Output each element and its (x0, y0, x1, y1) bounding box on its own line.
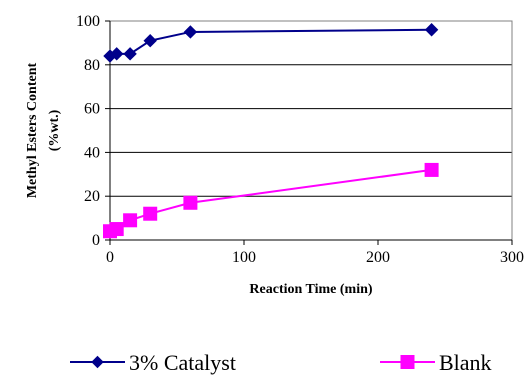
legend-marker (91, 355, 104, 369)
legend-marker (400, 355, 415, 369)
y-tick-label: 0 (92, 232, 100, 249)
legend-item: Blank (380, 350, 492, 375)
data-point (143, 206, 158, 221)
data-point (424, 162, 439, 177)
y-tick-label: 20 (84, 188, 100, 205)
x-tick-label: 100 (232, 249, 256, 266)
y-tick-label: 100 (76, 13, 100, 30)
plot-area (109, 20, 513, 241)
x-tick-label: 300 (500, 249, 524, 266)
y-tick-label: 80 (84, 57, 100, 74)
series-line (109, 28, 432, 57)
x-tick-label: 0 (106, 249, 114, 266)
data-point (183, 195, 198, 210)
y-tick-label: 40 (84, 144, 100, 161)
gridlines (110, 20, 512, 197)
legend-item: 3% Catalyst (70, 350, 236, 375)
x-axis-title: Reaction Time (min) (249, 282, 372, 297)
legend-label: 3% Catalyst (129, 350, 236, 375)
data-point (183, 25, 198, 39)
series-2 (103, 162, 439, 239)
data-point (123, 47, 137, 61)
x-tick-label: 200 (366, 249, 390, 266)
legend-label: Blank (439, 350, 492, 375)
series-1 (103, 23, 439, 63)
series-line (109, 168, 432, 233)
data-point (109, 222, 124, 237)
series-layer (103, 23, 439, 239)
data-point (424, 23, 439, 37)
axis-ticks: 0 20 40 60 80 100 0 100 200 300 (76, 13, 524, 266)
data-point (109, 47, 124, 61)
data-point (143, 34, 157, 48)
y-axis-title-line2: (%wt.) (47, 109, 62, 151)
y-axis-title: Methyl Esters Content (%wt.) (25, 63, 62, 199)
data-point (123, 213, 138, 228)
legend: 3% Catalyst Blank (70, 350, 492, 375)
y-axis-title-line1: Methyl Esters Content (25, 63, 40, 199)
y-tick-label: 60 (84, 101, 100, 118)
